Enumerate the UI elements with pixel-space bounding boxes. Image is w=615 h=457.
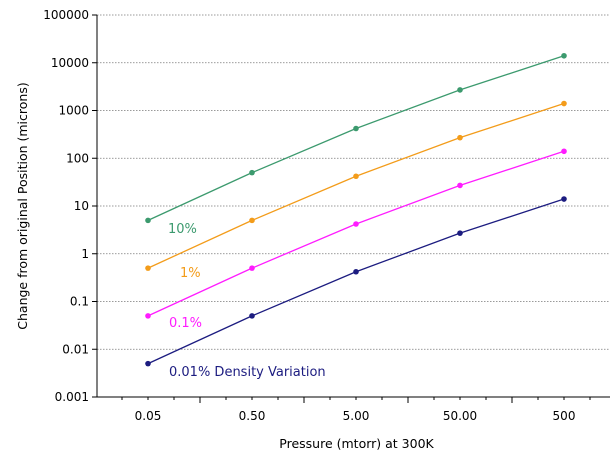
data-point [561,148,567,155]
y-axis-ticks: 0.001 0.01 0.1 1 10 100 1000 10000 100000 [43,8,98,404]
data-point [457,182,463,189]
data-point [249,217,255,224]
y-tick-label: 0.001 [55,390,89,404]
data-point [353,173,359,180]
x-tick-label: 5.00 [343,409,370,423]
data-point [249,169,255,176]
y-tick-label: 100000 [43,8,89,22]
data-point [145,313,151,319]
series-line [147,55,565,221]
series-label: 0.01% Density Variation [169,365,326,380]
data-point [249,265,255,271]
data-point [457,87,463,93]
data-point [457,134,463,141]
series-label: 0.1% [169,316,202,331]
y-axis-title: Change from original Position (microns) [15,82,30,329]
data-point [249,313,255,319]
x-tick-label: 500 [553,409,576,423]
data-point [353,268,359,275]
series-labels: 10% 1% 0.1% 0.01% Density Variation [168,222,326,380]
series-label: 1% [180,266,201,281]
data-point [145,360,151,367]
series-group [145,52,567,367]
x-tick-label: 0.50 [239,409,266,423]
y-tick-label: 1 [81,247,89,261]
data-point [561,196,567,202]
y-tick-label: 10000 [51,56,89,70]
data-point [457,230,463,236]
gridlines [97,14,610,350]
data-point [561,100,567,107]
x-tick-label: 0.05 [135,409,162,423]
x-tick-label: 50.00 [443,409,477,423]
y-tick-label: 0.01 [62,342,89,356]
x-axis-ticks: 0.05 0.50 5.00 50.00 500 [97,396,610,423]
data-point [353,221,359,227]
series-label: 10% [168,222,197,237]
data-point [145,217,151,224]
data-point [145,265,151,271]
y-tick-label: 10 [74,199,89,213]
data-point [561,52,567,59]
y-tick-label: 1000 [58,104,89,118]
y-tick-label: 0.1 [70,295,89,309]
x-axis-title: Pressure (mtorr) at 300K [279,436,434,451]
y-tick-label: 100 [66,151,89,165]
data-point [353,125,359,132]
